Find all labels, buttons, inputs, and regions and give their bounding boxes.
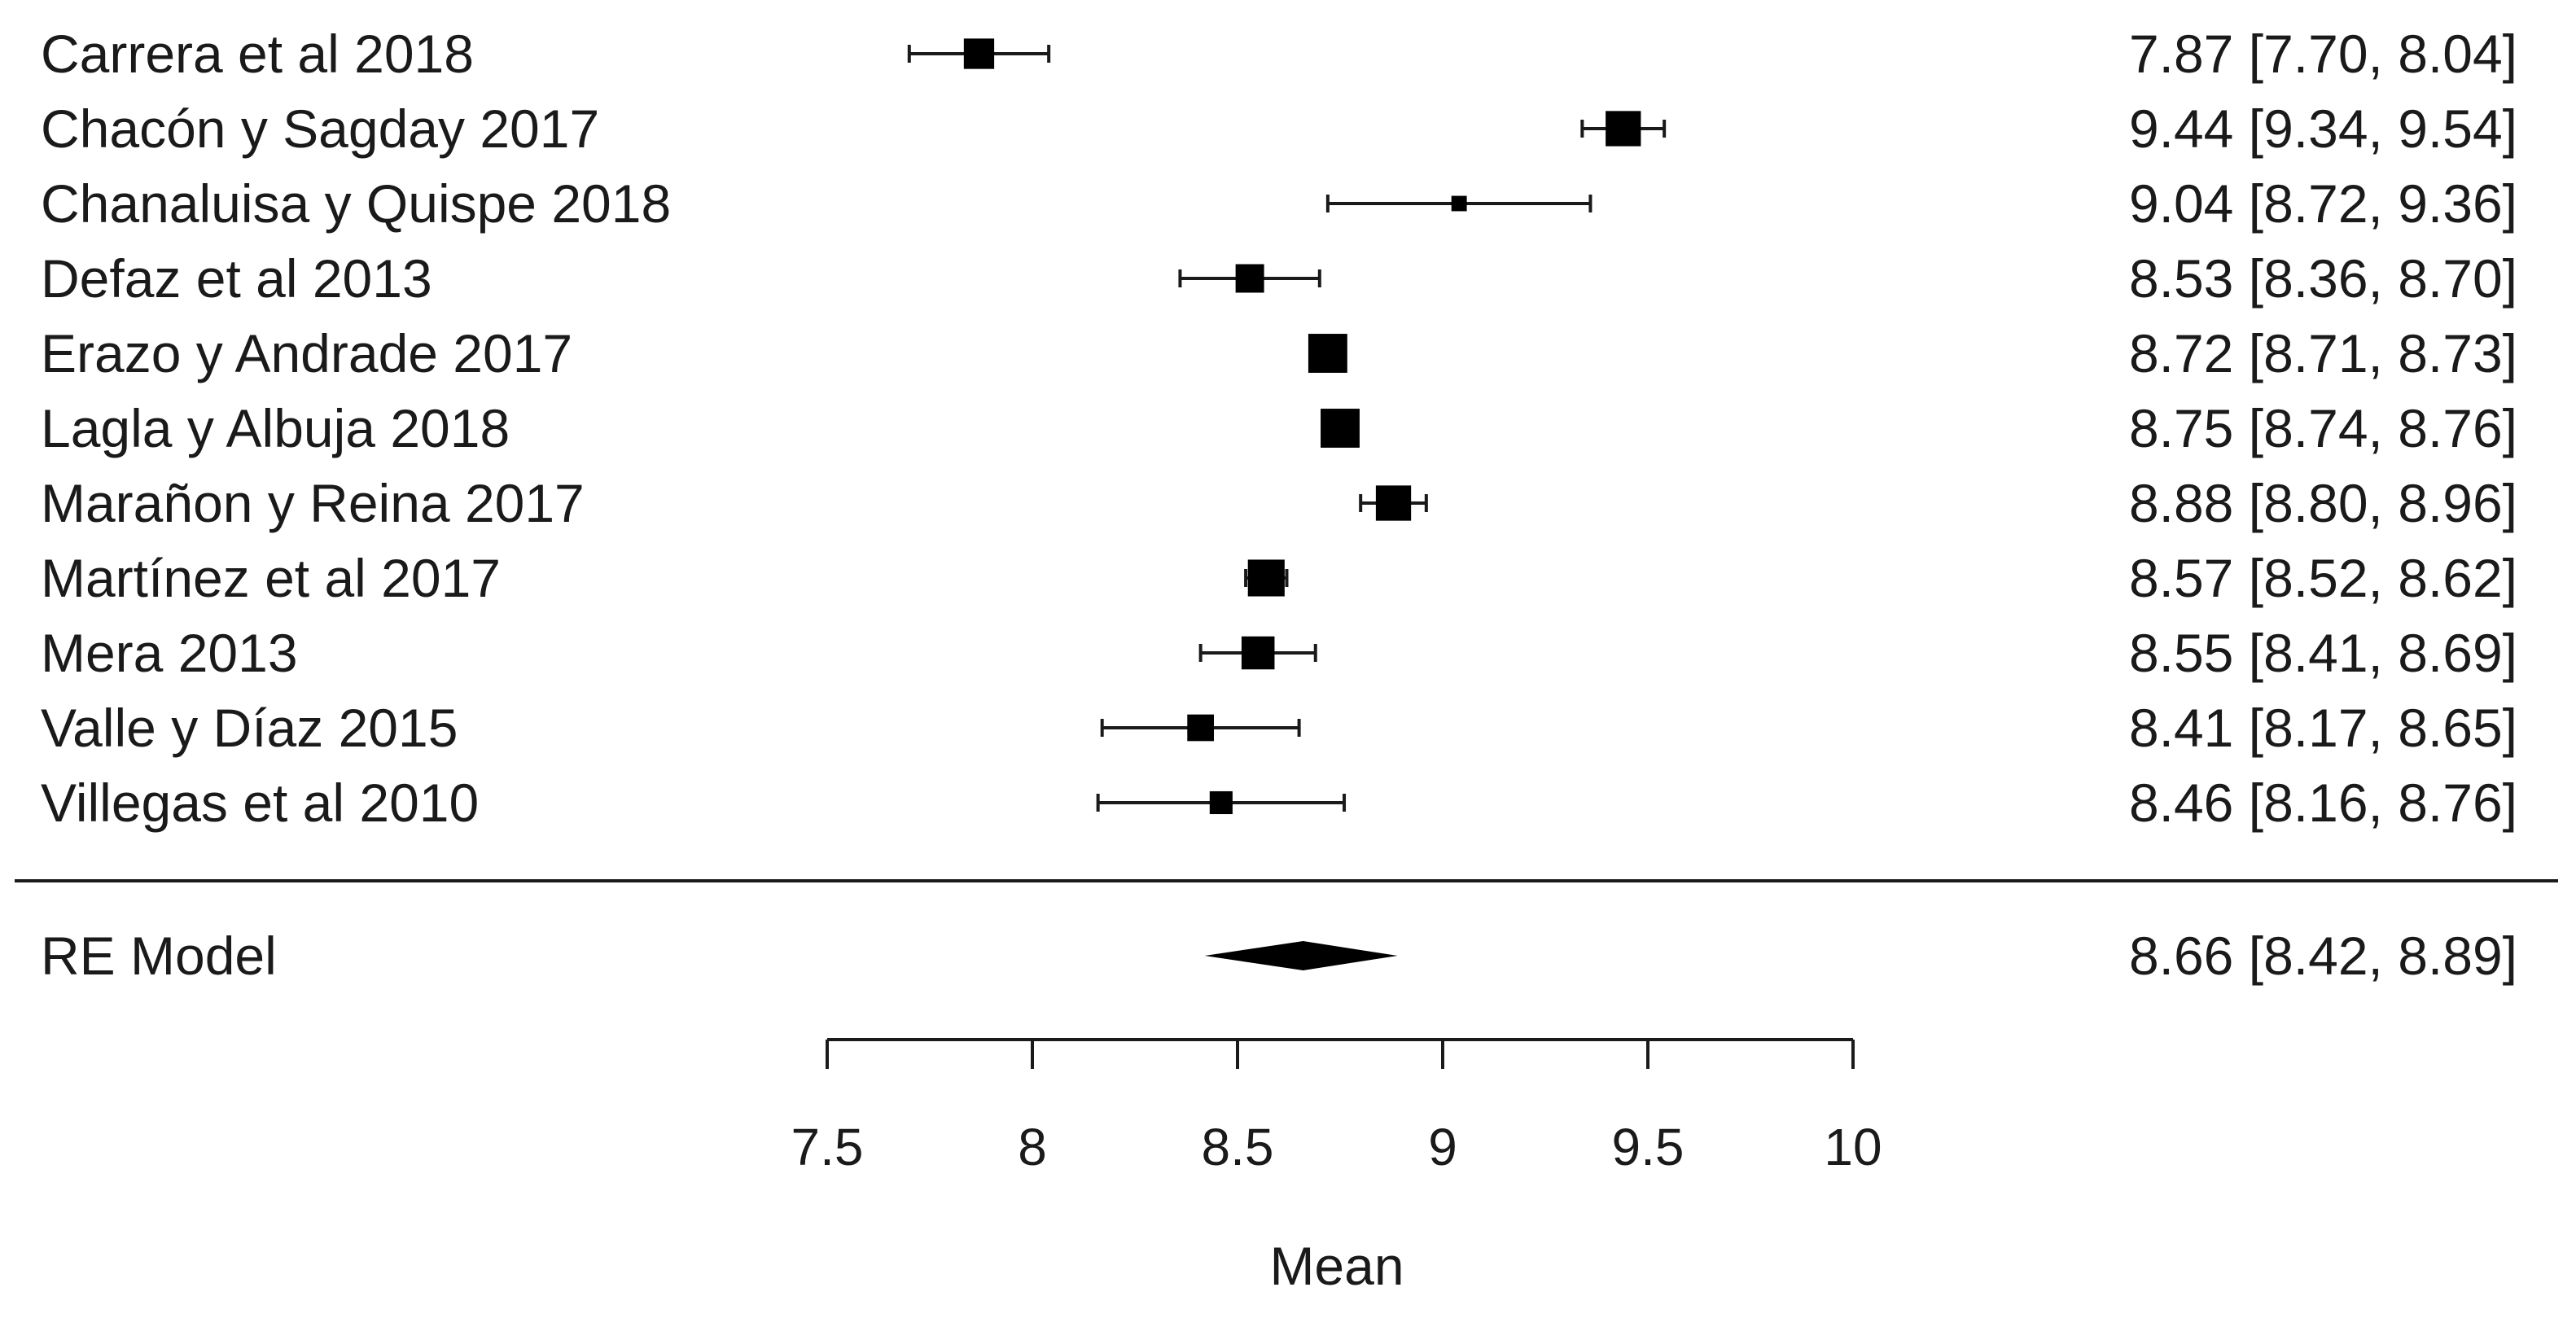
x-tick-label: 8 — [1018, 1118, 1047, 1176]
point-estimate-square — [1187, 714, 1214, 742]
study-label: Villegas et al 2010 — [41, 773, 479, 833]
study-row: Erazo y Andrade 2017 8.72 [8.71, 8.73] — [41, 323, 2517, 383]
point-estimate-square — [1241, 636, 1275, 670]
x-tick-label: 8.5 — [1202, 1118, 1274, 1176]
study-estimate: 8.88 [8.80, 8.96] — [2129, 473, 2517, 533]
point-estimate-square — [963, 38, 995, 69]
study-estimate: 9.04 [8.72, 9.36] — [2129, 173, 2517, 234]
study-estimate: 9.44 [9.34, 9.54] — [2129, 99, 2517, 159]
study-label: Mera 2013 — [41, 623, 298, 683]
study-estimate: 8.72 [8.71, 8.73] — [2129, 323, 2517, 383]
x-tick-label: 9 — [1428, 1118, 1457, 1176]
point-estimate-square — [1375, 485, 1412, 521]
study-label: Chacón y Sagday 2017 — [41, 99, 599, 159]
study-row: Mera 2013 8.55 [8.41, 8.69] — [41, 623, 2517, 683]
point-estimate-square — [1247, 559, 1285, 597]
study-label: Erazo y Andrade 2017 — [41, 323, 572, 383]
x-tick-label: 9.5 — [1612, 1118, 1684, 1176]
point-estimate-square — [1606, 111, 1641, 147]
study-estimate: 7.87 [7.70, 8.04] — [2129, 24, 2517, 84]
study-estimate: 8.53 [8.36, 8.70] — [2129, 248, 2517, 309]
study-estimate: 8.55 [8.41, 8.69] — [2129, 623, 2517, 683]
study-row: Marañon y Reina 2017 8.88 [8.80, 8.96] — [41, 473, 2517, 533]
point-estimate-square — [1321, 409, 1360, 448]
study-row: Chanaluisa y Quispe 2018 9.04 [8.72, 9.36… — [41, 173, 2517, 234]
x-tick-label: 7.5 — [791, 1118, 864, 1176]
point-estimate-square — [1209, 790, 1233, 815]
study-estimate: 8.46 [8.16, 8.76] — [2129, 773, 2517, 833]
study-row: Valle y Díaz 2015 8.41 [8.17, 8.65] — [41, 698, 2517, 758]
study-estimate: 8.57 [8.52, 8.62] — [2129, 548, 2517, 608]
summary-label: RE Model — [41, 926, 277, 986]
summary-diamond — [1204, 941, 1398, 970]
study-label: Martínez et al 2017 — [41, 548, 501, 608]
study-label: Lagla y Albuja 2018 — [41, 398, 510, 458]
study-label: Defaz et al 2013 — [41, 248, 432, 309]
study-row: Carrera et al 2018 7.87 [7.70, 8.04] — [41, 24, 2517, 84]
point-estimate-square — [1451, 195, 1467, 212]
study-row: Chacón y Sagday 2017 9.44 [9.34, 9.54] — [41, 99, 2517, 159]
study-row: Defaz et al 2013 8.53 [8.36, 8.70] — [41, 248, 2517, 309]
x-tick-label: 10 — [1824, 1118, 1882, 1176]
study-estimate: 8.41 [8.17, 8.65] — [2129, 698, 2517, 758]
study-row: Villegas et al 2010 8.46 [8.16, 8.76] — [41, 773, 2517, 833]
point-estimate-square — [1235, 264, 1264, 293]
study-label: Carrera et al 2018 — [41, 24, 474, 84]
study-label: Chanaluisa y Quispe 2018 — [41, 173, 671, 234]
study-row: Lagla y Albuja 2018 8.75 [8.74, 8.76] — [41, 398, 2517, 458]
point-estimate-square — [1308, 334, 1347, 373]
study-label: Marañon y Reina 2017 — [41, 473, 585, 533]
study-row: Martínez et al 2017 8.57 [8.52, 8.62] — [41, 548, 2517, 608]
study-estimate: 8.75 [8.74, 8.76] — [2129, 398, 2517, 458]
summary-estimate: 8.66 [8.42, 8.89] — [2129, 926, 2517, 986]
x-axis-label: Mean — [1269, 1236, 1404, 1296]
study-label: Valle y Díaz 2015 — [41, 698, 458, 758]
